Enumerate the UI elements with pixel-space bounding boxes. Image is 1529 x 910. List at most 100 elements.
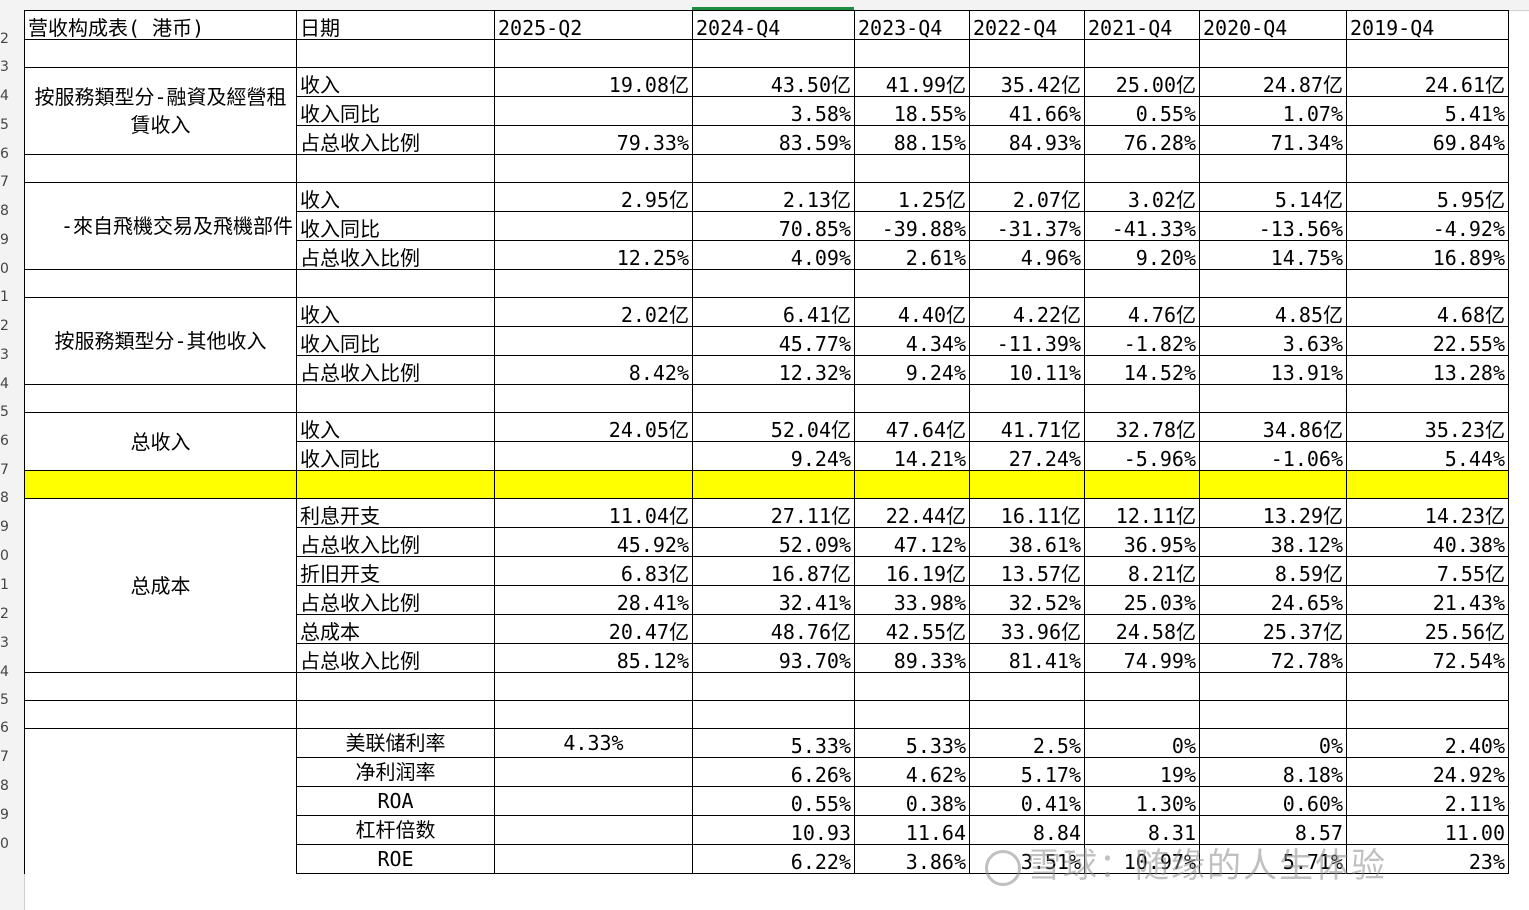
empty-cell[interactable]: [1346, 269, 1509, 298]
group-title-total_cost[interactable]: 总成本: [24, 498, 297, 673]
row-number[interactable]: 6: [0, 146, 9, 162]
value-cell[interactable]: 2.13亿: [692, 182, 855, 212]
row-label[interactable]: 杠杆倍数: [296, 815, 495, 845]
empty-cell[interactable]: [1199, 154, 1347, 183]
row-label[interactable]: 收入同比: [296, 96, 495, 126]
value-cell[interactable]: 16.11亿: [969, 498, 1085, 528]
row-label[interactable]: 美联储利率: [296, 728, 495, 758]
row-label[interactable]: 收入同比: [296, 326, 495, 356]
value-cell[interactable]: 9.24%: [854, 355, 970, 385]
empty-cell[interactable]: [24, 786, 297, 816]
row-label[interactable]: 收入: [296, 412, 495, 442]
header-cell-5[interactable]: 2022-Q4: [969, 10, 1085, 40]
value-cell[interactable]: 4.40亿: [854, 297, 970, 327]
value-cell[interactable]: 41.71亿: [969, 412, 1085, 442]
value-cell[interactable]: 6.22%: [692, 844, 855, 874]
empty-cell[interactable]: [494, 269, 693, 298]
value-cell[interactable]: 32.41%: [692, 585, 855, 615]
value-cell[interactable]: 5.95亿: [1346, 182, 1509, 212]
value-cell[interactable]: 47.64亿: [854, 412, 970, 442]
value-cell[interactable]: 4.09%: [692, 240, 855, 270]
value-cell[interactable]: 81.41%: [969, 643, 1085, 673]
empty-cell[interactable]: [692, 154, 855, 183]
row-label[interactable]: ROA: [296, 786, 495, 816]
row-number[interactable]: 8: [0, 778, 9, 794]
value-cell[interactable]: -13.56%: [1199, 211, 1347, 241]
empty-cell[interactable]: [854, 39, 970, 68]
empty-cell[interactable]: [24, 700, 297, 729]
header-cell-7[interactable]: 2020-Q4: [1199, 10, 1347, 40]
empty-cell[interactable]: [1084, 269, 1200, 298]
row-number[interactable]: 4: [0, 376, 9, 392]
value-cell[interactable]: 25.00亿: [1084, 67, 1200, 97]
value-cell[interactable]: 2.11%: [1346, 786, 1509, 816]
value-cell[interactable]: 2.5%: [969, 728, 1085, 758]
row-label[interactable]: 收入同比: [296, 441, 495, 471]
value-cell[interactable]: 9.20%: [1084, 240, 1200, 270]
row-label[interactable]: 占总收入比例: [296, 355, 495, 385]
value-cell[interactable]: 4.96%: [969, 240, 1085, 270]
row-number[interactable]: 3: [0, 635, 9, 651]
value-cell[interactable]: 9.24%: [692, 441, 855, 471]
value-cell[interactable]: 23%: [1346, 844, 1509, 874]
empty-cell[interactable]: [1199, 39, 1347, 68]
value-cell[interactable]: 8.59亿: [1199, 556, 1347, 586]
empty-cell[interactable]: [1346, 154, 1509, 183]
group-title-leasing[interactable]: 按服務類型分-融資及經營租賃收入: [24, 67, 297, 155]
value-cell[interactable]: 0.41%: [969, 786, 1085, 816]
value-cell[interactable]: 33.96亿: [969, 614, 1085, 644]
value-cell[interactable]: -41.33%: [1084, 211, 1200, 241]
row-label[interactable]: 占总收入比例: [296, 527, 495, 557]
empty-cell[interactable]: [854, 672, 970, 701]
empty-cell[interactable]: [494, 700, 693, 729]
empty-cell[interactable]: [296, 269, 495, 298]
row-number[interactable]: 9: [0, 807, 9, 823]
empty-cell[interactable]: [494, 470, 693, 499]
row-label[interactable]: 净利润率: [296, 757, 495, 787]
value-cell[interactable]: 41.99亿: [854, 67, 970, 97]
empty-cell[interactable]: [494, 154, 693, 183]
empty-cell[interactable]: [1199, 672, 1347, 701]
empty-cell[interactable]: [969, 700, 1085, 729]
value-cell[interactable]: 48.76亿: [692, 614, 855, 644]
empty-cell[interactable]: [24, 470, 297, 499]
value-cell[interactable]: 13.57亿: [969, 556, 1085, 586]
empty-cell[interactable]: [296, 672, 495, 701]
value-cell[interactable]: 22.55%: [1346, 326, 1509, 356]
empty-cell[interactable]: [24, 154, 297, 183]
value-cell[interactable]: 14.23亿: [1346, 498, 1509, 528]
value-cell[interactable]: 6.26%: [692, 757, 855, 787]
empty-cell[interactable]: [24, 815, 297, 845]
value-cell[interactable]: 38.12%: [1199, 527, 1347, 557]
value-cell[interactable]: 0.55%: [1084, 96, 1200, 126]
value-cell[interactable]: 76.28%: [1084, 125, 1200, 155]
value-cell[interactable]: [494, 96, 693, 126]
value-cell[interactable]: -5.96%: [1084, 441, 1200, 471]
value-cell[interactable]: -1.06%: [1199, 441, 1347, 471]
value-cell[interactable]: 43.50亿: [692, 67, 855, 97]
value-cell[interactable]: 0.60%: [1199, 786, 1347, 816]
value-cell[interactable]: 3.86%: [854, 844, 970, 874]
value-cell[interactable]: 88.15%: [854, 125, 970, 155]
value-cell[interactable]: 35.42亿: [969, 67, 1085, 97]
value-cell[interactable]: 4.68亿: [1346, 297, 1509, 327]
value-cell[interactable]: 20.47亿: [494, 614, 693, 644]
empty-cell[interactable]: [24, 728, 297, 758]
value-cell[interactable]: 19%: [1084, 757, 1200, 787]
row-number[interactable]: 7: [0, 174, 9, 190]
value-cell[interactable]: 14.21%: [854, 441, 970, 471]
value-cell[interactable]: 2.95亿: [494, 182, 693, 212]
empty-cell[interactable]: [854, 384, 970, 413]
row-label[interactable]: 占总收入比例: [296, 240, 495, 270]
value-cell[interactable]: 47.12%: [854, 527, 970, 557]
group-title-total_revenue[interactable]: 总收入: [24, 412, 297, 471]
empty-cell[interactable]: [1199, 269, 1347, 298]
value-cell[interactable]: 74.99%: [1084, 643, 1200, 673]
value-cell[interactable]: 11.64: [854, 815, 970, 845]
value-cell[interactable]: 85.12%: [494, 643, 693, 673]
row-number[interactable]: 4: [0, 88, 9, 104]
row-number[interactable]: 0: [0, 548, 9, 564]
value-cell[interactable]: 84.93%: [969, 125, 1085, 155]
value-cell[interactable]: 5.41%: [1346, 96, 1509, 126]
row-number[interactable]: 6: [0, 433, 9, 449]
